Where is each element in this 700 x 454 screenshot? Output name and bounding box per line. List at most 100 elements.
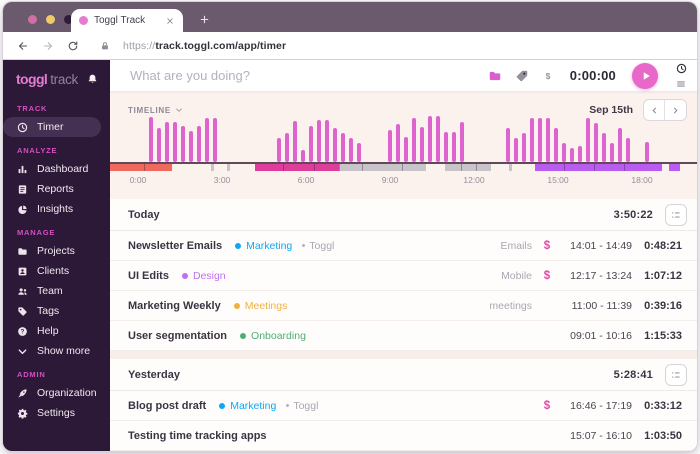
timeline-segment[interactable] [110,164,144,171]
timeline-segment[interactable] [227,164,230,171]
entry-project[interactable]: Marketing [235,240,292,252]
sidebar-item-label: Show more [37,345,91,357]
time-entry-row[interactable]: User segmentation Onboarding 09:01 - 10:16… [110,321,697,351]
entry-project[interactable]: Marketing [219,400,276,412]
project-name: Design [192,269,226,282]
group-view-toggle-button[interactable] [665,203,687,226]
time-entry-row[interactable]: Marketing Weekly Meetings meetings 11:00 - … [110,291,697,321]
entry-project[interactable]: Onboarding [240,330,306,342]
timeline-segment[interactable] [594,164,624,171]
activity-bar [149,117,153,162]
timeline-segment[interactable] [445,164,461,171]
window-close-button[interactable] [28,15,37,24]
billable-indicator[interactable]: $ [543,399,551,412]
entry-description[interactable]: UI Edits [128,269,169,282]
window-minimize-button[interactable] [46,15,55,24]
activity-bar [157,128,161,162]
sidebar-item-team[interactable]: Team [3,281,110,301]
window-maximize-button[interactable] [64,15,73,24]
timeline-segment[interactable] [624,164,662,171]
notifications-bell-icon[interactable] [87,73,98,85]
start-timer-button[interactable] [632,62,658,89]
sidebar-item-settings[interactable]: Settings [3,403,110,423]
sidebar-item-label: Projects [37,245,75,257]
manual-mode-icon[interactable] [675,79,687,89]
entry-tag: Emails [500,239,532,252]
toggl-logo[interactable]: toggl [16,71,48,87]
sidebar-item-projects[interactable]: Projects [3,241,110,261]
time-entry-row[interactable]: Blog post draft Marketing Toggl $16:46 - 17… [110,391,697,421]
entry-duration: 1:03:50 [644,429,682,442]
entry-description[interactable]: Newsletter Emails [128,239,223,252]
group-view-toggle-button[interactable] [665,363,687,386]
activity-bar [460,122,464,162]
entry-description[interactable]: User segmentation [128,329,228,342]
group-title: Today [128,208,160,221]
tab-close-icon[interactable] [165,16,175,26]
timeline-segment[interactable] [669,164,680,171]
timeline-collapse-chevron-icon[interactable] [175,106,183,114]
sidebar-item-timer[interactable]: Timer [3,117,101,137]
timeline-segment[interactable] [564,164,594,171]
entry-description[interactable]: Blog post draft [128,399,207,412]
sidebar-item-organization[interactable]: Organization [3,383,110,403]
address-url[interactable]: https://track.toggl.com/app/timer [123,40,286,52]
timeline-segment[interactable] [509,164,512,171]
sidebar-item-show-more[interactable]: Show more [3,341,110,361]
billable-indicator[interactable]: $ [543,269,551,282]
project-folder-icon[interactable] [488,69,502,83]
toggl-logo-track: track [50,71,78,87]
timeline-segment[interactable] [535,164,564,171]
activity-bar [412,118,416,162]
tag-icon[interactable] [515,69,529,83]
lock-icon [100,41,110,51]
sidebar-item-help[interactable]: ? Help [3,321,110,341]
task-description-input[interactable] [128,67,475,84]
rocket-icon [17,388,28,399]
sidebar-item-dashboard[interactable]: Dashboard [3,159,110,179]
url-host: track.toggl.com/app/timer [155,39,287,52]
timeline-segment[interactable] [339,164,362,171]
entry-description[interactable]: Marketing Weekly [128,299,221,312]
timeline-segment[interactable] [211,164,214,171]
timeline-axis-label: 15:00 [547,175,569,185]
timeline-segment[interactable] [314,164,339,171]
timer-mode-icon[interactable] [676,63,687,74]
sidebar-item-label: Dashboard [37,163,89,175]
activity-bar [213,118,217,162]
time-entry-row[interactable]: Testing time tracking apps 15:07 - 16:10 1… [110,421,697,451]
client-badge-icon [17,266,28,277]
entry-time-range: 14:01 - 14:49 [570,239,632,252]
next-day-button[interactable] [665,100,686,120]
entry-group-header: Today 3:50:22 [110,199,697,231]
project-name: Meetings [244,299,288,312]
sidebar-item-tags[interactable]: Tags [3,301,110,321]
timeline-segment[interactable] [476,164,491,171]
timeline-segment[interactable] [255,164,283,171]
timeline-segment[interactable] [283,164,314,171]
timeline-date: Sep 15th [589,104,633,116]
timeline-segment[interactable] [461,164,476,171]
timeline-segment[interactable] [362,164,402,171]
timeline-segment[interactable] [144,164,172,171]
time-entry-row[interactable]: UI Edits Design Mobile $12:17 - 13:24 1:07:1… [110,261,697,291]
sidebar-item-reports[interactable]: Reports [3,179,110,199]
back-icon[interactable] [17,40,29,52]
entry-project[interactable]: Design [181,269,226,282]
timeline-segment[interactable] [402,164,426,171]
billable-indicator[interactable]: $ [543,239,551,252]
browser-tab[interactable]: Toggl Track [71,9,183,32]
entry-project[interactable]: Meetings [233,299,288,312]
previous-day-button[interactable] [644,100,665,120]
sidebar-item-label: Insights [37,203,74,215]
sidebar-item-clients[interactable]: Clients [3,261,110,281]
billable-dollar-icon[interactable]: $ [542,69,554,83]
forward-icon[interactable] [42,40,54,52]
new-tab-button[interactable] [199,14,210,25]
entry-description[interactable]: Testing time tracking apps [128,429,267,442]
time-entry-row[interactable]: Newsletter Emails Marketing Toggl Emails $14… [110,231,697,261]
timeline-label[interactable]: TIMELINE [128,105,171,115]
sidebar-item-insights[interactable]: Insights [3,199,110,219]
refresh-icon[interactable] [67,40,79,52]
activity-bar [514,138,518,162]
